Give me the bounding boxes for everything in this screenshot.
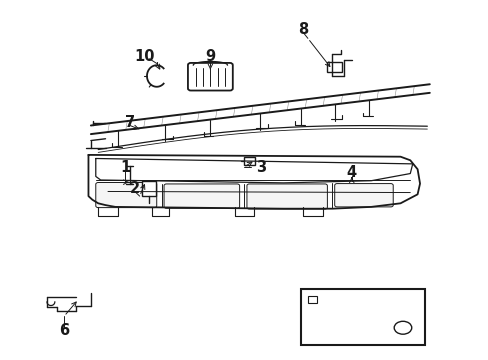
FancyBboxPatch shape	[96, 183, 157, 208]
Text: 7: 7	[124, 115, 135, 130]
FancyBboxPatch shape	[334, 184, 392, 207]
Text: 4: 4	[346, 165, 356, 180]
Text: 10: 10	[134, 49, 155, 64]
FancyBboxPatch shape	[187, 63, 232, 90]
Text: 5: 5	[356, 330, 366, 345]
Text: 9: 9	[205, 49, 215, 64]
Bar	[307, 296, 316, 303]
FancyBboxPatch shape	[246, 184, 327, 209]
Text: 3: 3	[256, 160, 266, 175]
Text: 1: 1	[120, 160, 130, 175]
Text: 8: 8	[297, 22, 307, 37]
Bar	[244, 157, 255, 165]
FancyBboxPatch shape	[163, 184, 239, 208]
Bar	[327, 62, 341, 72]
Bar	[300, 289, 424, 345]
Bar	[142, 181, 156, 196]
Text: 6: 6	[59, 323, 69, 338]
Text: 2: 2	[129, 181, 140, 197]
